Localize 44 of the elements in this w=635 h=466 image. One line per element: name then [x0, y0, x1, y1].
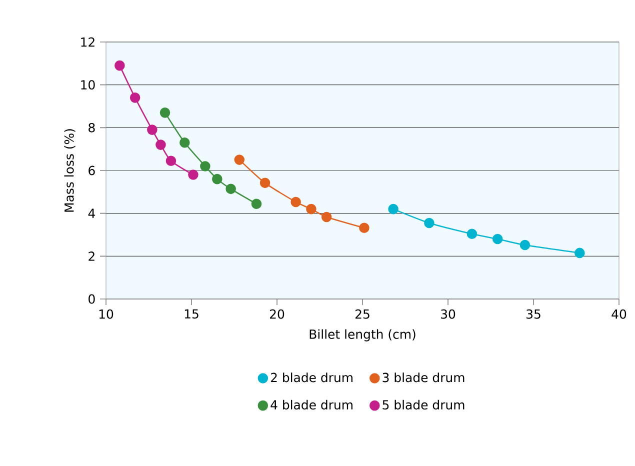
point — [520, 240, 530, 250]
y-tick-label: 0 — [88, 294, 95, 304]
point — [290, 196, 301, 208]
point — [359, 222, 370, 234]
x-tick-label: 15 — [184, 309, 198, 319]
y-tick-label: 8 — [88, 122, 95, 132]
x-tick-label: 25 — [355, 309, 370, 319]
y-tick-label: 2 — [88, 252, 94, 261]
x-tick-label: 20 — [270, 309, 284, 319]
x-tick-label: 40 — [612, 309, 626, 319]
point — [321, 212, 332, 222]
point — [188, 170, 198, 180]
point — [492, 234, 503, 244]
y-tick-label: 10 — [81, 80, 95, 90]
legend-label: 2 blade drum — [270, 372, 352, 382]
x-tick-label: 30 — [441, 309, 456, 319]
point — [130, 92, 140, 103]
point — [260, 178, 270, 188]
point — [388, 204, 398, 214]
point — [212, 174, 222, 184]
point — [226, 184, 236, 194]
point — [234, 154, 245, 165]
point — [306, 204, 316, 214]
point — [574, 248, 585, 258]
point — [251, 198, 262, 210]
y-axis-title: Mass loss (%) — [64, 129, 76, 212]
legend-label: 3 blade drum — [382, 372, 464, 382]
legend-label: 5 blade drum — [382, 400, 464, 410]
x-tick-label: 35 — [526, 309, 540, 319]
point — [424, 218, 434, 228]
point — [466, 228, 478, 240]
y-tick-label: 6 — [88, 166, 95, 176]
point — [147, 124, 158, 135]
point — [166, 156, 176, 166]
point — [200, 161, 210, 172]
point — [180, 138, 190, 148]
y-tick-label: 12 — [81, 37, 94, 47]
point — [114, 60, 125, 71]
x-axis-title: Billet length (cm) — [310, 329, 416, 342]
x-tick-label: 10 — [99, 309, 114, 319]
point — [156, 140, 166, 150]
legend-label: 4 blade drum — [270, 400, 352, 410]
y-tick-label: 4 — [88, 208, 95, 218]
point — [160, 108, 170, 118]
